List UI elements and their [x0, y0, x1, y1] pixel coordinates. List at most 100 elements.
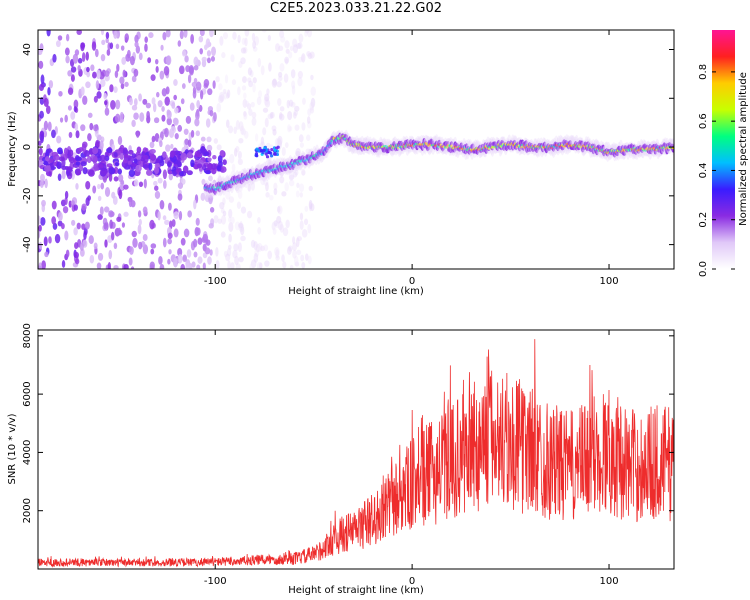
- spectrogram-noise-cell: [104, 70, 110, 77]
- spectrogram-noise-cell: [104, 239, 108, 248]
- snr-series-line: [38, 339, 674, 568]
- spectrogram-noise-cell: [270, 111, 275, 119]
- spectrogram-band-cell: [127, 160, 133, 165]
- spectrogram-band-cell: [167, 161, 172, 167]
- spectrogram-noise-cell: [107, 262, 111, 269]
- spectrogram-secondary-cell: [273, 148, 277, 152]
- spectrogram-y-tick-label: -40: [22, 236, 33, 252]
- spectrogram-noise-cell: [235, 263, 241, 269]
- spectrogram-noise-cell: [43, 97, 49, 107]
- spectrogram-noise-cell: [117, 135, 123, 146]
- spectrogram-noise-cell: [216, 144, 222, 151]
- spectrogram-noise-cell: [199, 48, 203, 55]
- spectrogram-noise-cell: [139, 112, 145, 122]
- spectrogram-noise-cell: [229, 153, 235, 164]
- spectrogram-noise-cell: [275, 255, 280, 261]
- spectrogram-noise-cell: [277, 97, 282, 107]
- spectrogram-noise-cell: [307, 121, 312, 129]
- spectrogram-noise-cell: [289, 264, 294, 269]
- spectrogram-noise-cell: [56, 135, 62, 144]
- spectrogram-band-cell: [167, 170, 173, 175]
- spectrogram-noise-cell: [302, 97, 306, 105]
- spectrogram-noise-cell: [113, 242, 118, 250]
- spectrogram-band-cell: [204, 170, 212, 175]
- spectrogram-noise-cell: [80, 42, 86, 49]
- spectrogram-noise-cell: [77, 65, 81, 72]
- spectrogram-noise-cell: [74, 49, 80, 56]
- spectrogram-band-cell: [44, 156, 50, 162]
- spectrogram-band-cell: [186, 152, 193, 159]
- spectrogram-secondary-cell: [276, 145, 280, 149]
- spectrogram-noise-cell: [208, 194, 213, 205]
- spectrogram-noise-cell: [238, 138, 244, 144]
- spectrogram-noise-cell: [162, 31, 167, 41]
- spectrogram-noise-cell: [111, 231, 115, 241]
- spectrogram-band-cell: [148, 162, 153, 171]
- spectrogram-noise-cell: [271, 222, 276, 231]
- spectrogram-band-cell: [203, 151, 210, 157]
- spectrogram-noise-cell: [100, 182, 105, 190]
- spectrogram-noise-cell: [52, 53, 57, 63]
- spectrogram-noise-cell: [254, 133, 259, 142]
- spectrogram-band-cell: [87, 169, 95, 177]
- spectrogram-noise-cell: [195, 217, 200, 226]
- spectrogram-noise-cell: [243, 110, 247, 117]
- spectrogram-noise-cell: [287, 124, 292, 133]
- spectrogram-noise-cell: [109, 42, 114, 50]
- spectrogram-noise-cell: [218, 95, 224, 104]
- spectrogram-band-cell: [128, 149, 134, 155]
- spectrogram-noise-cell: [236, 201, 242, 209]
- spectrogram-noise-cell: [74, 242, 79, 249]
- spectrogram-y-label: Frequency (Hz): [7, 111, 18, 187]
- spectrogram-noise-cell: [136, 132, 140, 138]
- spectrogram-noise-cell: [225, 119, 230, 129]
- spectrogram-noise-cell: [282, 227, 289, 237]
- spectrogram-noise-cell: [295, 148, 301, 158]
- snr-x-tick-label: -100: [204, 576, 227, 587]
- spectrogram-noise-cell: [306, 30, 313, 38]
- spectrogram-noise-cell: [76, 30, 82, 36]
- spectrogram-noise-cell: [278, 75, 283, 82]
- spectrogram-noise-cell: [243, 92, 247, 100]
- spectrogram-noise-cell: [267, 34, 271, 42]
- spectrogram-noise-cell: [208, 175, 213, 182]
- colorbar-tick-label: 0.0: [698, 261, 709, 277]
- spectrogram-band-cell: [135, 164, 142, 172]
- spectrogram-noise-cell: [137, 224, 142, 235]
- spectrogram-noise-cell: [138, 218, 142, 226]
- spectrogram-noise-cell: [215, 76, 220, 83]
- spectrogram-noise-cell: [269, 111, 274, 119]
- spectrogram-cells: [38, 30, 674, 269]
- spectrogram-noise-cell: [182, 255, 187, 263]
- spectrogram-noise-cell: [307, 108, 312, 117]
- colorbar-strip: [712, 30, 735, 269]
- spectrogram-noise-cell: [272, 128, 277, 136]
- spectrogram-noise-cell: [130, 266, 135, 269]
- spectrogram-noise-cell: [288, 99, 294, 107]
- spectrogram-noise-cell: [301, 53, 306, 63]
- spectrogram-noise-cell: [67, 105, 72, 111]
- spectrogram-noise-cell: [58, 211, 63, 222]
- spectrogram-noise-cell: [174, 133, 179, 140]
- spectrogram-noise-cell: [241, 37, 246, 46]
- spectrogram-noise-cell: [227, 260, 231, 269]
- spectrogram-band-cell: [146, 169, 153, 176]
- spectrogram-noise-cell: [38, 262, 42, 269]
- spectrogram-noise-cell: [85, 180, 91, 190]
- spectrogram-noise-cell: [307, 52, 313, 60]
- spectrogram-noise-cell: [163, 66, 170, 76]
- spectrogram-noise-cell: [159, 200, 165, 210]
- spectrogram-noise-cell: [226, 248, 232, 257]
- spectrogram-band-cell: [136, 155, 142, 160]
- spectrogram-noise-cell: [299, 183, 305, 192]
- spectrogram-noise-cell: [213, 215, 219, 224]
- spectrogram-noise-cell: [93, 242, 98, 250]
- spectrogram-noise-cell: [240, 226, 245, 236]
- spectrogram-band-cell: [211, 163, 217, 170]
- spectrogram-noise-cell: [113, 86, 118, 93]
- spectrogram-noise-cell: [223, 91, 228, 100]
- spectrogram-noise-cell: [89, 254, 95, 264]
- spectrogram-noise-cell: [183, 228, 190, 238]
- spectrogram-noise-cell: [71, 170, 75, 180]
- spectrogram-noise-cell: [246, 210, 253, 219]
